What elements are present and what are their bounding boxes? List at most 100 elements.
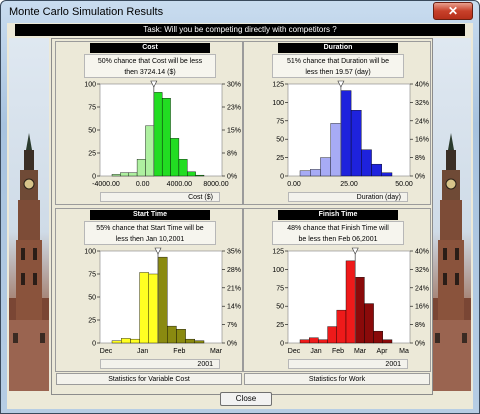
histogram-bar [166,325,177,344]
note-line-2: then 3724.14 ($) [124,69,176,76]
left-tick-label: 0 [92,174,96,181]
x-tick-label: -4000.00 [92,181,120,188]
histogram-bar [350,110,362,177]
histogram-bar [170,138,180,177]
panel-cost: Cost 50% chance that Cost will be less the… [55,41,243,205]
histogram-chart: 125 100 75 50 25 0 40% 32% 24% 16% 8% 0% 0.00 25.00 50… [272,80,429,188]
left-tick-label: 75 [276,118,284,125]
x-tick-label: 25.00 [340,181,358,188]
left-tick-label: 125 [272,82,284,89]
close-button[interactable]: Close [220,392,272,406]
histogram-bar [361,149,372,177]
left-tick-label: 50 [88,295,96,302]
histogram-bar [354,277,365,344]
right-tick-label: 35% [227,249,241,256]
histogram-bar [187,171,196,177]
histogram-bar [308,337,319,344]
probability-note: 48% chance that Finish Time will be less … [272,221,404,245]
histogram-bar [136,159,146,177]
histogram-bar [120,338,131,344]
probability-note: 55% chance that Start Time will be less t… [84,221,216,245]
histogram-bar [320,157,331,177]
histogram-bar [153,92,163,177]
left-tick-label: 125 [272,249,284,256]
histogram-bar [310,169,321,177]
x-tick-label: 0.00 [136,181,150,188]
left-tick-label: 25 [276,322,284,329]
right-tick-label: 0% [415,174,425,181]
panel-title: Duration [278,43,398,53]
probability-note: 50% chance that Cost will be less then 37… [84,54,216,78]
right-tick-label: 24% [415,118,429,125]
x-tick-label: Jan [137,348,148,355]
histogram-bar [299,170,311,177]
results-grid: Cost 50% chance that Cost will be less the… [51,38,433,395]
left-tick-label: 75 [88,105,96,112]
stats-variable-cost-button[interactable]: Statistics for Variable Cost [56,373,242,385]
x-axis-label: 2001 [100,359,220,369]
right-tick-label: 16% [415,304,429,311]
panel-start-time: Start Time 55% chance that Start Time wil… [55,208,243,372]
right-tick-label: 30% [227,82,241,89]
x-tick-label: Jan [310,348,321,355]
histogram-bar [373,330,384,344]
tower-right-illustration [431,133,471,391]
note-line-2: less then 19.57 (day) [305,69,371,76]
left-tick-label: 25 [88,151,96,158]
right-tick-label: 32% [415,100,429,107]
x-axis-label: Cost ($) [100,192,220,202]
x-tick-label: 0.00 [287,181,301,188]
histogram-bar [330,123,342,177]
title-bar[interactable]: Monte Carlo Simulation Results ✕ [1,1,479,23]
histogram-chart: 125 100 75 50 25 0 40% 32% 24% 16% 8% 0% Dec Jan Feb Ma… [272,247,429,355]
right-tick-label: 16% [415,137,429,144]
histogram-bar [145,125,155,177]
right-tick-label: 15% [227,128,241,135]
histogram-bar [111,174,121,177]
x-tick-label: Ma [399,348,409,355]
right-tick-label: 40% [415,82,429,89]
right-tick-label: 32% [415,267,429,274]
probability-note: 51% chance that Duration will be less the… [272,54,404,78]
client-area: Task: Will you be competing directly wit… [7,23,473,409]
histogram-chart: 100 75 50 25 0 30% 23% 15% 8% 0% -4000.00 0.00 4000.… [84,80,241,188]
stats-work-button[interactable]: Statistics for Work [244,373,430,385]
x-axis-label: Duration (day) [288,192,408,202]
histogram-bar [139,272,149,344]
note-line-1: 55% chance that Start Time will be [96,225,204,232]
window-close-button[interactable]: ✕ [433,2,473,20]
left-tick-label: 75 [88,272,96,279]
x-tick-label: 8000.00 [203,181,228,188]
histogram-bar [318,339,328,344]
histogram-bar [336,309,347,344]
histogram-bar [176,328,186,344]
right-tick-label: 23% [227,105,241,112]
histogram-bar [371,163,382,177]
histogram-bar [195,174,205,177]
left-tick-label: 100 [84,249,96,256]
histogram-bar [130,338,140,344]
panel-title: Cost [90,43,210,53]
left-tick-label: 100 [272,267,284,274]
x-tick-label: Dec [100,348,113,355]
histogram-bar [185,338,196,344]
panel-title: Start Time [90,210,210,220]
left-town-hall-image [9,38,49,391]
note-line-1: 50% chance that Cost will be less [97,58,203,65]
right-town-hall-image [431,38,471,391]
right-tick-label: 0% [227,341,237,348]
histogram-bar [128,172,138,177]
note-line-2: less then Jan 10,2001 [115,236,185,243]
close-icon[interactable]: ✕ [447,4,459,18]
right-tick-label: 28% [227,267,241,274]
histogram-bar [299,339,310,344]
left-tick-label: 0 [280,341,284,348]
note-line-1: 48% chance that Finish Time will [287,225,389,232]
right-tick-label: 0% [415,341,425,348]
left-tick-label: 25 [276,155,284,162]
left-tick-label: 50 [276,304,284,311]
x-tick-label: Mar [354,348,367,355]
histogram-bar [120,172,129,177]
histogram-bar [345,260,356,344]
